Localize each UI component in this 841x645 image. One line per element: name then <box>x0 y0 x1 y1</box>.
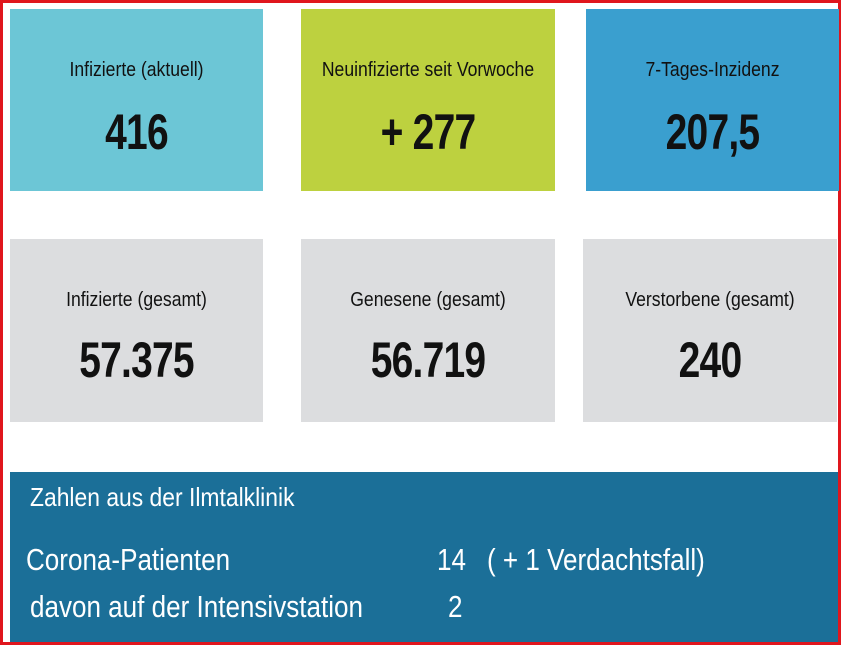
clinic-row-label: davon auf der Intensivstation <box>30 589 363 624</box>
clinic-row-note: ( + 1 Verdachtsfall) <box>487 542 705 577</box>
stat-value: 416 <box>105 104 169 160</box>
stat-label: Verstorbene (gesamt) <box>625 289 795 311</box>
stat-label: 7-Tages-Inzidenz <box>645 59 780 81</box>
stat-tile-7-day-incidence: 7-Tages-Inzidenz 207,5 <box>586 9 839 191</box>
stat-value: + 277 <box>380 104 477 160</box>
clinic-row-count: 14 <box>437 542 466 577</box>
clinic-row-label: Corona-Patienten <box>26 542 231 577</box>
stat-label: Infizierte (aktuell) <box>69 59 204 81</box>
stat-tile-deaths-total: Verstorbene (gesamt) 240 <box>583 239 837 422</box>
stat-value: 57.375 <box>79 332 194 388</box>
stat-tile-new-infections: Neuinfizierte seit Vorwoche + 277 <box>301 9 555 191</box>
stat-tile-infected-total: Infizierte (gesamt) 57.375 <box>10 239 263 422</box>
clinic-panel: Zahlen aus der Ilmtalklinik Corona-Patie… <box>10 472 838 642</box>
clinic-row-count: 2 <box>448 589 463 624</box>
stat-value: 207,5 <box>665 104 760 160</box>
stat-label: Neuinfizierte seit Vorwoche <box>321 59 535 81</box>
stat-value: 240 <box>678 332 743 388</box>
stat-label: Infizierte (gesamt) <box>66 289 207 311</box>
stat-tile-infected-current: Infizierte (aktuell) 416 <box>10 9 263 191</box>
stat-tile-recovered-total: Genesene (gesamt) 56.719 <box>301 239 555 422</box>
clinic-title: Zahlen aus der Ilmtalklinik <box>30 482 295 512</box>
stat-label: Genesene (gesamt) <box>350 289 506 311</box>
stat-value: 56.719 <box>370 332 486 388</box>
